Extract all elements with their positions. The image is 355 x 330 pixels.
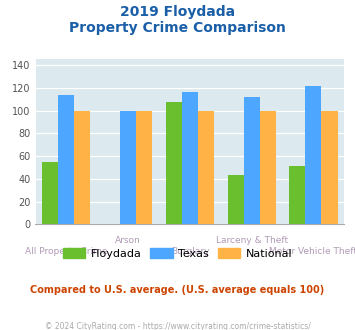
Bar (305, 85, 322, 224)
Text: All Property Crime: All Property Crime (25, 247, 108, 256)
Text: Property Crime Comparison: Property Crime Comparison (69, 21, 286, 35)
Text: Arson: Arson (115, 236, 141, 245)
Bar (58, 95, 75, 224)
Bar (182, 92, 198, 224)
Text: Larceny & Theft: Larceny & Theft (215, 236, 288, 245)
Bar (228, 176, 244, 224)
Bar (42, 162, 58, 224)
Text: Compared to U.S. average. (U.S. average equals 100): Compared to U.S. average. (U.S. average … (31, 285, 324, 295)
Bar (120, 111, 136, 224)
Text: 2019 Floydada: 2019 Floydada (120, 5, 235, 19)
Bar (244, 97, 260, 224)
Bar (289, 166, 305, 224)
Bar (166, 102, 182, 224)
Text: Motor Vehicle Theft: Motor Vehicle Theft (269, 247, 355, 256)
Bar (198, 111, 214, 224)
Bar (260, 111, 276, 224)
Text: © 2024 CityRating.com - https://www.cityrating.com/crime-statistics/: © 2024 CityRating.com - https://www.city… (45, 322, 310, 330)
Text: Burglary: Burglary (171, 247, 209, 256)
Legend: Floydada, Texas, National: Floydada, Texas, National (58, 243, 297, 263)
Bar (136, 111, 152, 224)
Bar (75, 111, 91, 224)
Bar (322, 111, 338, 224)
